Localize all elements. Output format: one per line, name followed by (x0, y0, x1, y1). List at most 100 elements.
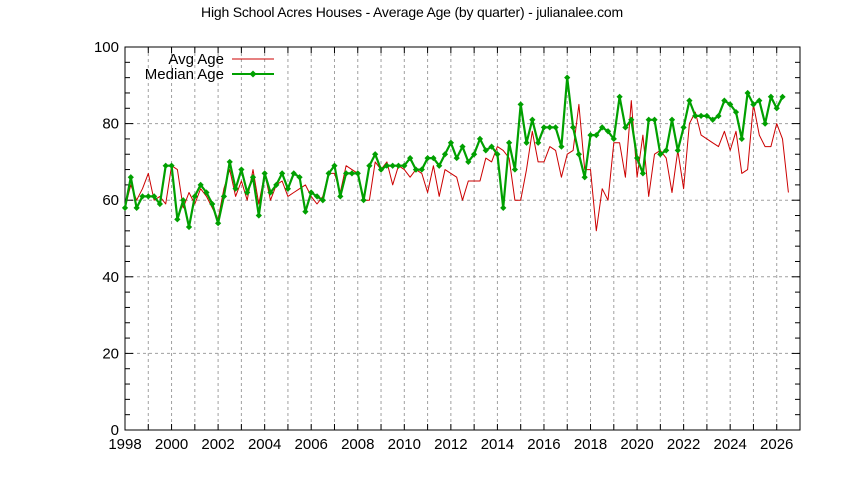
data-point-marker (354, 170, 361, 177)
data-point-marker (674, 147, 681, 154)
x-tick-label: 2016 (527, 436, 560, 453)
grid-lines (125, 47, 800, 430)
data-point-marker (663, 147, 670, 154)
data-point-marker (447, 139, 455, 146)
chart-title-text: High School Acres Houses - Average Age (… (201, 4, 623, 20)
data-point-marker (290, 170, 297, 177)
data-point-marker (558, 143, 565, 150)
data-point-marker (581, 174, 588, 181)
plot-border (124, 46, 801, 431)
data-point-marker (191, 193, 198, 200)
data-point-marker (121, 204, 129, 211)
data-point-marker (377, 166, 385, 173)
x-tick-label: 2012 (434, 436, 467, 453)
data-point-marker (668, 116, 676, 123)
data-point-marker (470, 151, 478, 158)
data-point-marker (721, 97, 728, 104)
y-tick-label: 0 (111, 422, 119, 439)
y-tick-label: 20 (102, 345, 119, 362)
legend: Avg Age Median Age (145, 51, 274, 83)
data-point-marker (418, 166, 425, 173)
data-point-marker (738, 135, 745, 143)
data-point-marker (622, 124, 629, 131)
data-point-marker (680, 124, 687, 131)
data-point-marker (267, 189, 274, 196)
data-point-marker (552, 124, 559, 131)
x-tick-label: 2020 (620, 436, 653, 453)
data-point-marker (616, 93, 623, 100)
x-tick-label: 2002 (201, 436, 234, 453)
data-point-marker (639, 170, 647, 177)
chart-title: High School Acres Houses - Average Age (… (0, 4, 844, 20)
x-tick-label: 2022 (667, 436, 700, 453)
series-line (124, 100, 789, 232)
data-point-marker (523, 139, 530, 146)
data-point-marker (476, 135, 484, 142)
data-point-marker (436, 162, 443, 169)
data-point-marker (372, 151, 379, 158)
data-point-marker (337, 193, 344, 200)
legend-median-marker (249, 70, 257, 78)
data-point-marker (540, 124, 548, 131)
series-median-age (121, 74, 786, 231)
x-tick-label: 2014 (481, 436, 514, 453)
legend-avg-label: Avg Age (168, 51, 224, 68)
tick-labels: 1998 2000 2002 2004 2006 2008 2010 2012 2014 2016… (94, 39, 793, 453)
data-point-marker (249, 174, 257, 181)
series-avg-age (124, 100, 789, 232)
data-point-marker (226, 158, 233, 166)
x-tick-label: 2000 (155, 436, 188, 453)
data-point-marker (302, 208, 309, 215)
data-point-marker (296, 174, 303, 181)
data-point-marker (215, 220, 222, 227)
data-point-marker (651, 116, 658, 123)
data-point-marker (273, 181, 280, 188)
data-point-marker (412, 166, 420, 173)
data-point-marker (389, 162, 396, 169)
x-tick-label: 2026 (760, 436, 793, 453)
data-point-marker (692, 112, 699, 120)
data-point-marker (185, 223, 193, 231)
y-tick-label: 100 (94, 39, 119, 56)
data-point-marker (535, 139, 542, 146)
x-tick-label: 2018 (574, 436, 607, 453)
data-point-marker (761, 120, 769, 127)
x-tick-label: 2010 (388, 436, 421, 453)
data-point-marker (482, 147, 489, 154)
data-point-marker (744, 89, 751, 97)
data-point-marker (174, 216, 181, 223)
x-tick-label: 2024 (713, 436, 746, 453)
y-tick-label: 60 (102, 192, 119, 209)
x-tick-label: 2006 (295, 436, 328, 453)
data-point-marker (697, 112, 705, 120)
data-point-marker (604, 128, 612, 135)
data-point-marker (127, 174, 134, 181)
data-point-marker (575, 151, 582, 158)
data-point-marker (500, 204, 507, 212)
data-point-marker (407, 154, 414, 162)
data-point-marker (511, 166, 519, 173)
data-point-marker (564, 74, 571, 81)
data-point-marker (360, 197, 367, 204)
data-point-marker (284, 185, 292, 192)
y-tick-label: 80 (102, 116, 119, 133)
y-tick-label: 40 (102, 269, 119, 286)
legend-median-label: Median Age (145, 66, 224, 83)
data-point-marker (168, 162, 175, 169)
x-tick-label: 2004 (248, 436, 281, 453)
data-point-marker (505, 139, 513, 146)
data-point-marker (441, 151, 449, 158)
data-point-marker (220, 193, 228, 200)
data-point-marker (395, 162, 402, 169)
data-point-marker (529, 116, 536, 123)
x-tick-label: 1998 (108, 436, 141, 453)
data-point-marker (255, 212, 262, 219)
data-point-marker (517, 101, 524, 108)
data-point-marker (633, 154, 641, 162)
data-point-marker (162, 162, 169, 169)
data-point-marker (645, 116, 652, 123)
series-line (123, 76, 784, 229)
axes (124, 46, 801, 431)
data-point-marker (587, 131, 594, 139)
